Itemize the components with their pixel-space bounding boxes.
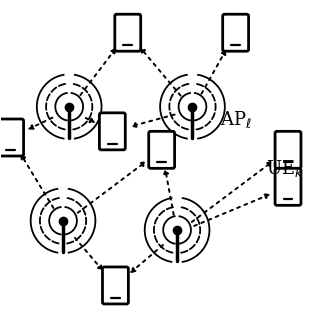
FancyBboxPatch shape bbox=[223, 14, 249, 51]
FancyBboxPatch shape bbox=[275, 168, 301, 205]
FancyArrowPatch shape bbox=[132, 115, 175, 127]
FancyArrowPatch shape bbox=[194, 194, 269, 226]
FancyArrowPatch shape bbox=[131, 245, 163, 272]
FancyArrowPatch shape bbox=[202, 51, 225, 94]
FancyArrowPatch shape bbox=[29, 118, 52, 129]
FancyArrowPatch shape bbox=[80, 49, 115, 95]
Text: UE$_k$: UE$_k$ bbox=[267, 158, 305, 179]
FancyArrowPatch shape bbox=[164, 170, 174, 215]
FancyArrowPatch shape bbox=[86, 118, 94, 122]
FancyArrowPatch shape bbox=[141, 49, 181, 95]
FancyArrowPatch shape bbox=[192, 162, 272, 222]
FancyBboxPatch shape bbox=[275, 131, 301, 168]
FancyBboxPatch shape bbox=[115, 14, 141, 51]
FancyBboxPatch shape bbox=[100, 113, 125, 150]
FancyBboxPatch shape bbox=[149, 131, 175, 168]
FancyArrowPatch shape bbox=[78, 162, 145, 213]
FancyArrowPatch shape bbox=[21, 155, 53, 208]
Text: AP$_{\ell}$: AP$_{\ell}$ bbox=[220, 109, 252, 129]
FancyBboxPatch shape bbox=[102, 267, 128, 304]
FancyBboxPatch shape bbox=[0, 119, 24, 156]
FancyArrowPatch shape bbox=[75, 238, 102, 270]
